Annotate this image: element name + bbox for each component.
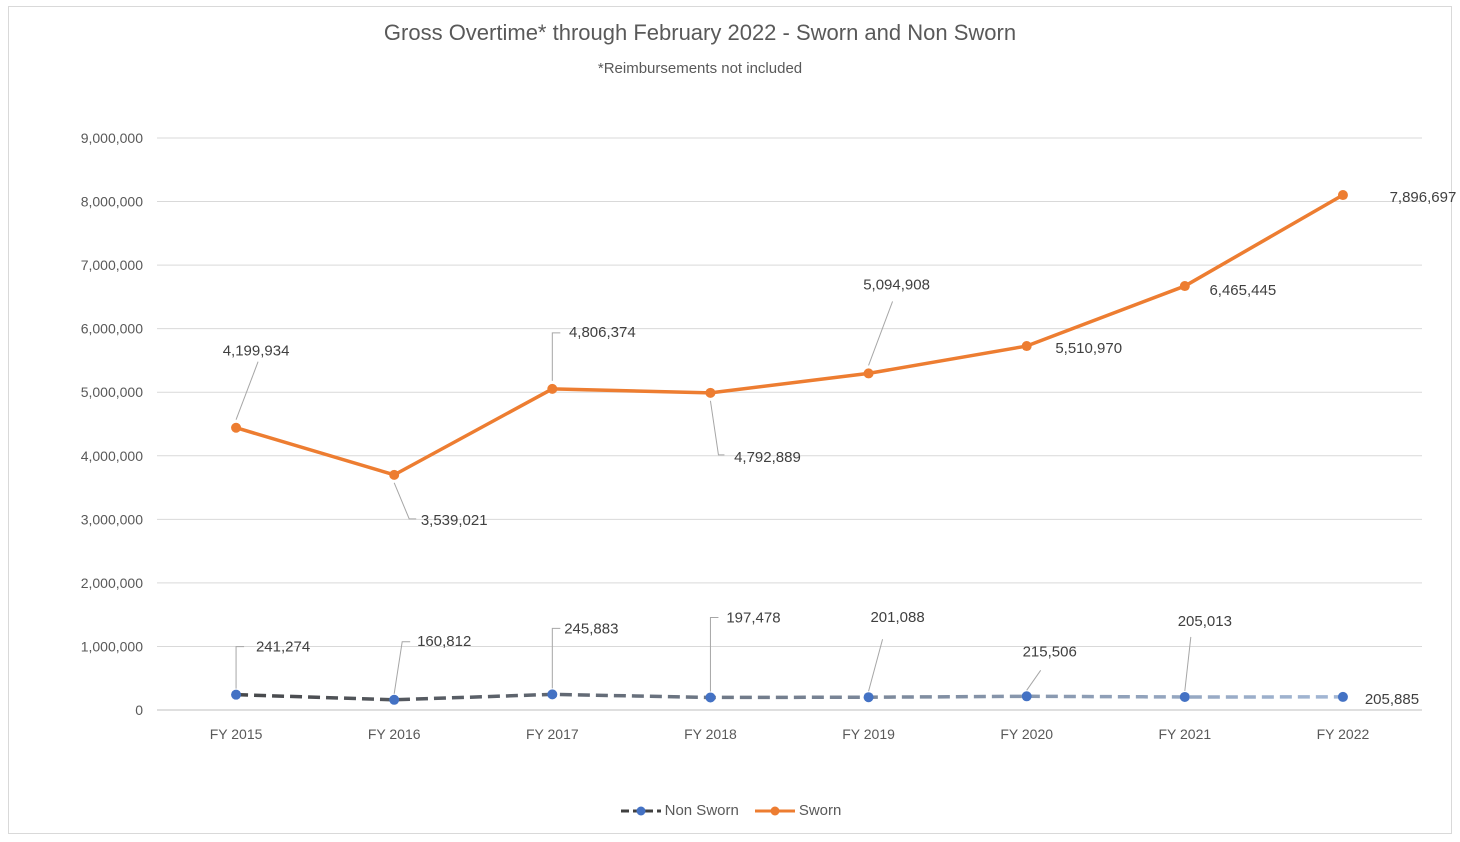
y-tick-label: 2,000,000 <box>81 575 143 591</box>
sworn-point <box>1179 281 1190 292</box>
non-sworn-point <box>1179 691 1190 702</box>
sworn-point <box>389 469 400 480</box>
sworn-leader-line <box>393 482 417 520</box>
sworn-data-label: 3,539,021 <box>421 512 488 529</box>
x-tick-label: FY 2017 <box>526 726 579 742</box>
y-tick-label: 8,000,000 <box>81 194 143 210</box>
sworn-data-label: 5,510,970 <box>1055 340 1122 357</box>
legend-label-non-sworn: Non Sworn <box>664 802 739 819</box>
non-sworn-data-label: 197,478 <box>726 609 780 626</box>
legend-label-sworn: Sworn <box>798 802 842 819</box>
legend-item-non-sworn: Non Sworn <box>619 802 739 819</box>
non-sworn-point <box>389 694 400 705</box>
y-tick-label: 7,000,000 <box>81 257 143 273</box>
chart-title: Gross Overtime* through February 2022 - … <box>383 20 1017 45</box>
legend-swatch-non-sworn <box>620 806 661 815</box>
non-sworn-point <box>1021 691 1032 702</box>
x-tick-label: FY 2019 <box>842 726 895 742</box>
non-sworn-leader-line <box>235 646 245 689</box>
y-tick-label: 9,000,000 <box>81 130 143 146</box>
sworn-leader-line <box>709 400 725 456</box>
sworn-leader-line <box>551 332 561 381</box>
sworn-line <box>235 193 1344 477</box>
non-sworn-data-label: 160,812 <box>417 633 471 650</box>
y-tick-label: 4,000,000 <box>81 448 143 464</box>
x-tick-label: FY 2018 <box>684 726 737 742</box>
legend: Non Sworn Sworn <box>0 802 1460 819</box>
non-sworn-data-label: 205,013 <box>1178 613 1232 630</box>
sworn-data-label: 7,896,697 <box>1390 189 1457 206</box>
non-sworn-point <box>547 689 558 700</box>
sworn-point <box>1021 341 1032 352</box>
y-tick-label: 3,000,000 <box>81 511 143 527</box>
legend-swatch-sworn <box>754 806 795 815</box>
sworn-point <box>547 383 558 394</box>
non-sworn-data-label: 201,088 <box>870 609 924 626</box>
sworn-data-label: 4,199,934 <box>223 343 290 360</box>
sworn-point <box>231 422 242 433</box>
x-tick-label: FY 2020 <box>1000 726 1053 742</box>
x-tick-label: FY 2022 <box>1317 726 1370 742</box>
sworn-point <box>863 368 874 379</box>
legend-item-sworn: Sworn <box>753 802 842 819</box>
x-tick-label: FY 2021 <box>1158 726 1211 742</box>
non-sworn-point <box>863 692 874 703</box>
y-tick-label: 1,000,000 <box>81 638 143 654</box>
y-tick-label: 6,000,000 <box>81 321 143 337</box>
non-sworn-leader-line <box>551 627 561 689</box>
non-sworn-point <box>705 692 716 703</box>
non-sworn-point <box>1337 691 1348 702</box>
y-tick-label: 5,000,000 <box>81 384 143 400</box>
non-sworn-data-label: 215,506 <box>1023 643 1077 660</box>
y-tick-label: 0 <box>135 702 143 718</box>
sworn-leader-line <box>235 361 259 420</box>
sworn-data-label: 5,094,908 <box>863 276 930 293</box>
sworn-leader-line <box>868 301 894 366</box>
sworn-data-label: 6,465,445 <box>1209 282 1276 299</box>
non-sworn-point <box>231 689 242 700</box>
x-tick-label: FY 2015 <box>210 726 263 742</box>
sworn-data-label: 4,806,374 <box>569 324 636 341</box>
non-sworn-leader-line <box>1026 670 1042 691</box>
non-sworn-leader-line <box>709 616 719 692</box>
non-sworn-data-label: 245,883 <box>564 620 618 637</box>
non-sworn-leader-line <box>393 641 411 694</box>
non-sworn-data-label: 205,885 <box>1365 691 1419 708</box>
sworn-point <box>705 387 716 398</box>
sworn-point <box>1337 190 1348 201</box>
sworn-data-label: 4,792,889 <box>734 449 801 466</box>
non-sworn-leader-line <box>1184 636 1192 692</box>
chart-subtitle: *Reimbursements not included <box>597 60 803 77</box>
non-sworn-line <box>236 692 1343 702</box>
x-tick-label: FY 2016 <box>368 726 421 742</box>
non-sworn-data-label: 241,274 <box>256 639 310 656</box>
non-sworn-leader-line <box>868 639 884 692</box>
